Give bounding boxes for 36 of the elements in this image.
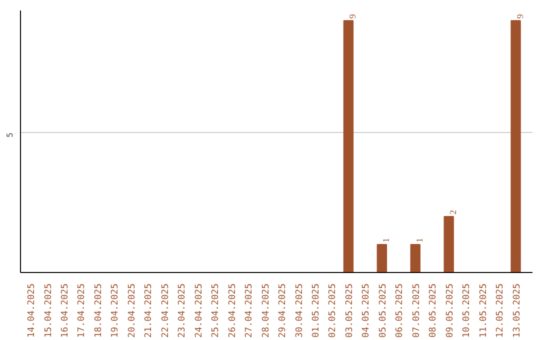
data-label: 9 — [347, 14, 358, 19]
x-tick-label: 27.04.2025 — [244, 283, 255, 338]
x-tick-label: 09.05.2025 — [445, 283, 456, 338]
x-tick-label: 08.05.2025 — [428, 283, 439, 338]
data-label: 1 — [414, 238, 424, 243]
x-tick-label: 20.04.2025 — [127, 283, 138, 338]
data-label: 9 — [514, 14, 525, 19]
x-tick-label: 18.04.2025 — [94, 283, 104, 338]
data-label: 1 — [380, 238, 391, 243]
x-tick-label: 01.05.2025 — [311, 283, 322, 338]
x-tick-label: 23.04.2025 — [178, 283, 188, 338]
x-tick-label: 26.04.2025 — [228, 283, 238, 338]
x-tick-label: 21.04.2025 — [144, 283, 154, 338]
x-tick-label: 03.05.2025 — [344, 283, 355, 338]
x-tick-label: 28.04.2025 — [261, 283, 272, 338]
x-tick-label: 04.05.2025 — [362, 283, 372, 338]
x-tick-label: 19.04.2025 — [110, 283, 121, 338]
ref-line-label: 5 — [6, 132, 14, 138]
x-tick-label: 06.05.2025 — [395, 283, 406, 338]
x-tick-label: 11.05.2025 — [478, 283, 489, 338]
x-tick-label: 22.04.2025 — [160, 283, 171, 338]
x-tick-label: 02.05.2025 — [328, 283, 338, 338]
x-tick-label: 17.04.2025 — [77, 283, 88, 338]
x-tick-label: 07.05.2025 — [412, 283, 422, 338]
x-tick-label: 15.04.2025 — [44, 283, 54, 338]
x-tick-label: 29.04.2025 — [278, 283, 288, 338]
x-tick-label: 30.04.2025 — [294, 283, 305, 338]
x-tick-label: 13.05.2025 — [512, 283, 522, 338]
x-tick-label: 25.04.2025 — [211, 283, 222, 338]
x-tick-label: 12.05.2025 — [496, 283, 506, 338]
data-label: 2 — [448, 210, 458, 215]
x-tick-label: 05.05.2025 — [378, 283, 388, 338]
x-tick-label: 16.04.2025 — [60, 283, 71, 338]
x-tick-label: 10.05.2025 — [462, 283, 472, 338]
x-tick-label: 24.04.2025 — [194, 283, 204, 338]
x-tick-label: 14.04.2025 — [27, 283, 38, 338]
